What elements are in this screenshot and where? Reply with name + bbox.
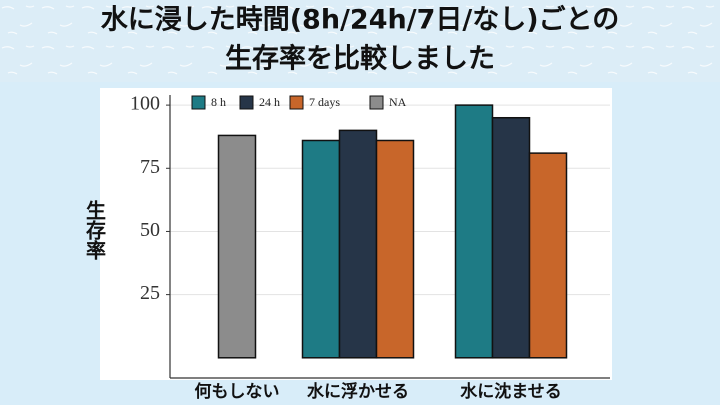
bar [375, 139, 415, 359]
legend-label: 24 h [259, 95, 280, 109]
bar [217, 134, 257, 359]
bar [301, 139, 341, 359]
bar [454, 104, 494, 359]
title-line: 生存率を比較しました [225, 43, 495, 75]
bar [338, 129, 378, 359]
legend-label: 8 h [211, 95, 226, 109]
y-tick-label: 75 [140, 156, 160, 178]
legend-swatch [289, 95, 304, 110]
x-tick-label: 水に浮かせる [307, 381, 409, 402]
y-tick-label: 50 [140, 219, 160, 241]
y-tick-label: 100 [130, 93, 160, 115]
legend-swatch [369, 95, 384, 110]
y-tick-label: 25 [140, 282, 160, 304]
y-axis-label: 生存率 [83, 200, 107, 261]
title-line: 水に浸した時間(8h/24h/7日/なし)ごとの [101, 4, 620, 36]
bar [528, 152, 568, 359]
x-tick-label: 何もしない [195, 381, 280, 402]
legend-swatch [191, 95, 206, 110]
legend-label: NA [389, 95, 407, 109]
legend-label: 7 days [309, 95, 340, 109]
bar [491, 116, 531, 359]
title-banner [0, 0, 720, 82]
x-tick-label: 水に沈ませる [460, 381, 562, 402]
legend-swatch [239, 95, 254, 110]
